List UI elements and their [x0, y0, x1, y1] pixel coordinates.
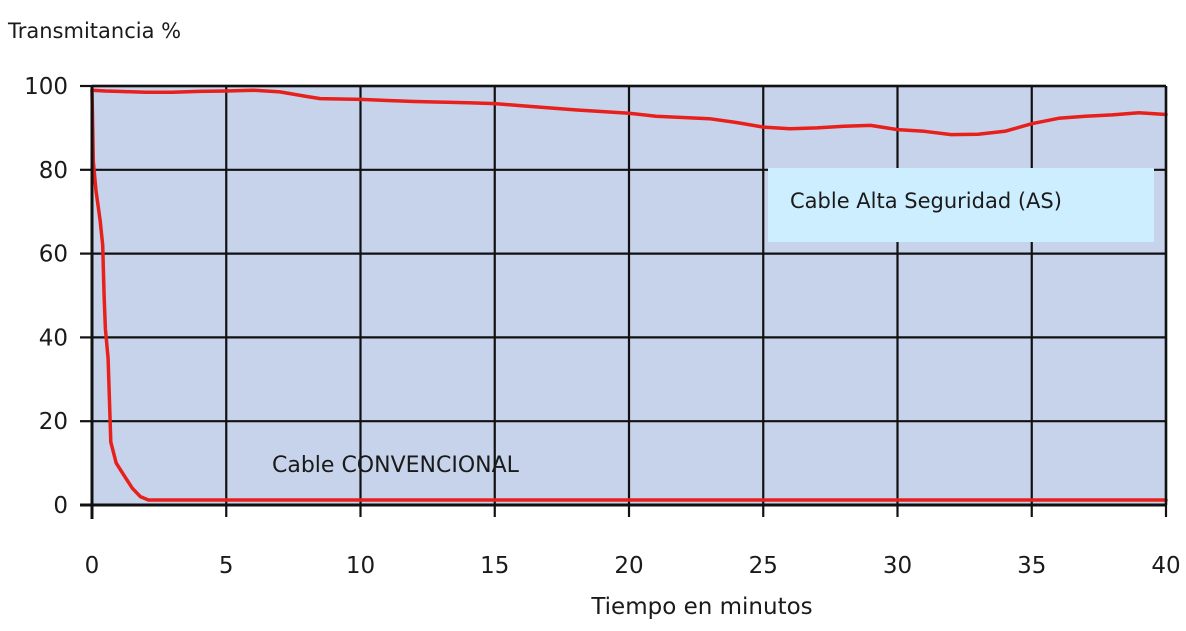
x-axis-title: Tiempo en minutos — [590, 594, 812, 620]
x-tick-label-7: 35 — [1017, 553, 1046, 579]
annotation-layer: Cable Alta Seguridad (AS) Cable CONVENCIO… — [272, 168, 1154, 478]
y-axis-title: Transmitancia % — [7, 19, 181, 43]
tick-label-layer: 0 5 10 15 20 25 30 35 40 0 20 40 60 80 100 — [24, 74, 1181, 579]
y-tick-label-5: 100 — [24, 74, 68, 100]
x-tick-label-2: 10 — [346, 553, 375, 579]
y-tick-label-1: 20 — [39, 409, 68, 435]
annotation-label-as: Cable Alta Seguridad (AS) — [790, 189, 1062, 213]
x-tick-label-1: 5 — [219, 553, 234, 579]
y-tick-label-3: 60 — [39, 242, 68, 268]
x-tick-label-0: 0 — [85, 553, 100, 579]
y-tick-label-2: 40 — [39, 325, 68, 351]
series-line-0 — [90, 88, 1168, 137]
x-tick-label-6: 30 — [883, 553, 912, 579]
frame-layer — [80, 84, 1168, 519]
x-tick-label-3: 15 — [480, 553, 509, 579]
y-tick-label-0: 0 — [53, 493, 68, 519]
annotation-label-convencional: Cable CONVENCIONAL — [272, 453, 520, 478]
y-tick-label-4: 80 — [39, 158, 68, 184]
annotation-box-as — [768, 168, 1154, 242]
x-tick-label-8: 40 — [1151, 553, 1180, 579]
series-line-1 — [90, 88, 1168, 502]
x-tick-label-4: 20 — [614, 553, 643, 579]
x-tick-label-5: 25 — [749, 553, 778, 579]
series-layer — [90, 88, 1168, 502]
